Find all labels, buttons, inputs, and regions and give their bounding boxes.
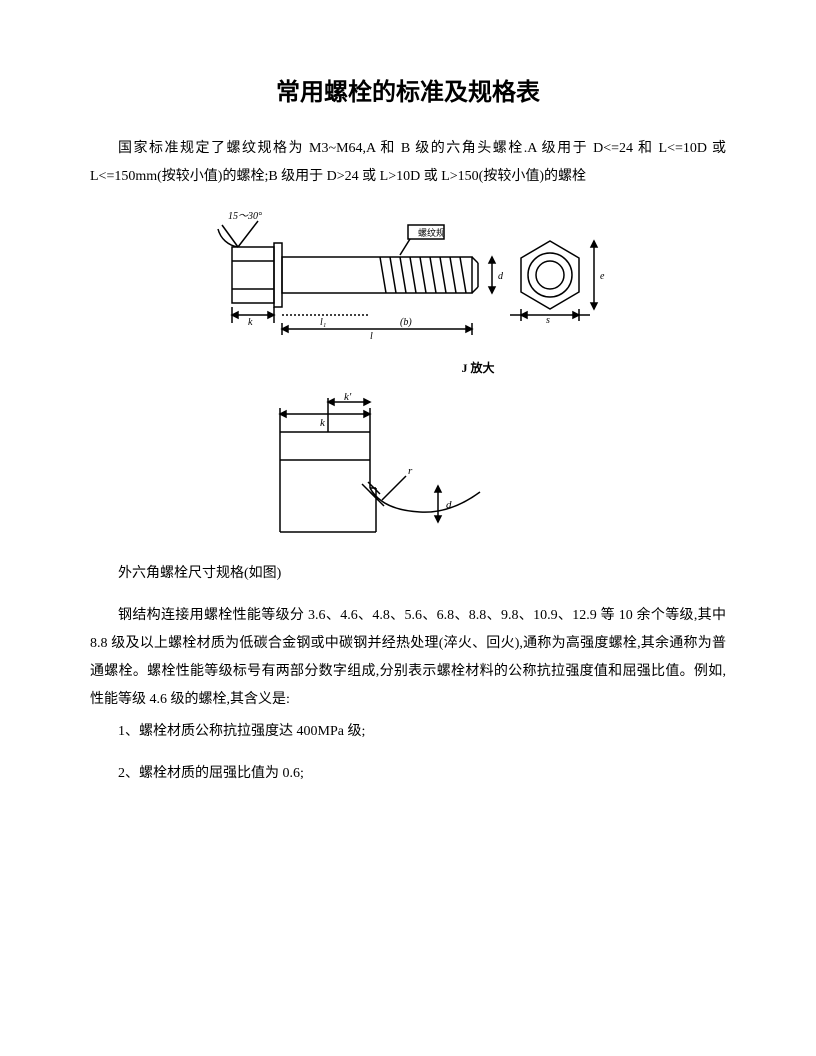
- svg-text:r: r: [408, 465, 413, 477]
- svg-text:(b): (b): [400, 317, 412, 328]
- list-item-2: 2、螺栓材质的屈强比值为 0.6;: [90, 760, 726, 788]
- bolt-diagram-zoom: k k' r d: [250, 392, 726, 542]
- svg-text:s: s: [546, 315, 550, 326]
- svg-text:k': k': [344, 392, 352, 403]
- page-title: 常用螺栓的标准及规格表: [90, 72, 726, 107]
- intro-paragraph: 国家标准规定了螺纹规格为 M3~M64,A 和 B 级的六角头螺栓.A 级用于 …: [90, 135, 726, 191]
- svg-text:e: e: [600, 271, 605, 282]
- bolt-diagram-side: 15～30° k l₁ (b) l d 螺纹规 s e: [210, 207, 726, 347]
- svg-text:k: k: [320, 417, 326, 429]
- svg-text:螺纹规: 螺纹规: [418, 227, 445, 238]
- svg-text:l₁: l₁: [320, 317, 326, 328]
- list-item-1: 1、螺栓材质公称抗拉强度达 400MPa 级;: [90, 718, 726, 746]
- subheading: 外六角螺栓尺寸规格(如图): [90, 560, 726, 588]
- diagram-zoom-label: J 放大: [230, 359, 726, 376]
- svg-text:d: d: [446, 499, 452, 511]
- svg-text:15～30°: 15～30°: [228, 211, 262, 222]
- svg-text:d: d: [498, 271, 504, 282]
- svg-text:k: k: [248, 317, 253, 328]
- grades-paragraph: 钢结构连接用螺栓性能等级分 3.6、4.6、4.8、5.6、6.8、8.8、9.…: [90, 602, 726, 714]
- svg-text:l: l: [370, 331, 373, 342]
